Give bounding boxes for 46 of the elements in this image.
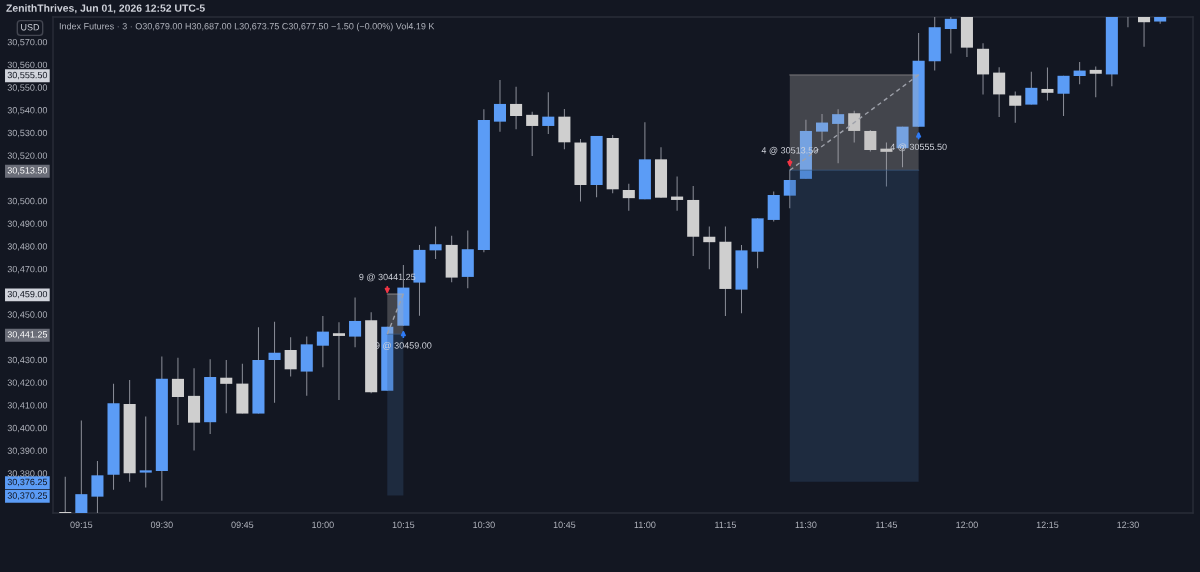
x-tick-label: 12:15 — [1036, 521, 1059, 528]
x-tick-label: 11:45 — [876, 521, 898, 528]
candlestick — [59, 476, 72, 513]
y-tick-label: 30,450.00 — [7, 311, 48, 319]
y-tick-label: 30,520.00 — [7, 152, 48, 160]
y-tick-label: 30,480.00 — [7, 243, 48, 251]
x-tick-label: 09:30 — [150, 521, 173, 528]
candlestick — [139, 416, 152, 488]
y-tick-label: 30,513.50 — [7, 167, 48, 175]
y-tick-label: 30,370.25 — [7, 492, 48, 500]
candlestick — [332, 322, 345, 400]
y-tick-label: 30,560.00 — [7, 61, 48, 70]
y-tick-label: 30,410.00 — [7, 402, 48, 410]
y-tick-label: 30,550.00 — [7, 84, 48, 92]
y-tick-label: 30,530.00 — [7, 129, 48, 138]
x-tick-label: 12:00 — [956, 521, 978, 528]
candlestick — [268, 321, 281, 403]
y-tick-label: 30,390.00 — [7, 447, 48, 455]
candlestick — [880, 142, 893, 187]
annotation: 9 @ 30459.00 — [375, 342, 432, 350]
y-tick-label: 30,380.00 — [7, 470, 48, 478]
chart-title: ZenithThrives, Jun 01, 2026 12:52 UTC-5 — [6, 4, 205, 14]
x-tick-label: 10:30 — [473, 521, 495, 528]
y-tick-label: 30,470.00 — [7, 265, 48, 274]
x-tick-label: 12:30 — [1117, 521, 1139, 528]
y-tick-label: 30,376.25 — [7, 478, 48, 487]
y-tick-label: 30,500.00 — [7, 197, 48, 206]
y-tick-label: 30,430.00 — [7, 356, 48, 365]
x-tick-label: 10:00 — [312, 521, 334, 528]
x-tick-label: 10:45 — [553, 521, 576, 528]
y-tick-label: 30,459.00 — [7, 290, 48, 299]
x-tick-label: 09:15 — [70, 521, 93, 528]
x-tick-label: 10:15 — [392, 521, 415, 528]
y-tick-label: 30,441.25 — [7, 331, 48, 339]
y-tick-label: 30,570.00 — [7, 38, 48, 47]
y-tick-label: 30,400.00 — [7, 424, 48, 433]
y-tick-label: 30,490.00 — [7, 220, 48, 228]
y-tick-label: 30,555.50 — [7, 71, 48, 80]
y-tick-label: 30,420.00 — [7, 379, 48, 387]
x-tick-label: 11:00 — [634, 521, 656, 528]
y-axis-title: USD — [21, 24, 40, 31]
y-tick-label: 30,540.00 — [7, 107, 48, 115]
x-tick-label: 11:30 — [795, 521, 817, 528]
x-tick-label: 11:15 — [715, 521, 736, 528]
x-tick-label: 09:45 — [231, 521, 254, 528]
text: Index Futures · 3 · O30,679.00 H30,687.00 L30,673.75 C30,677.50 −1.50 (−0.00%) Vol4.19 K — [59, 22, 435, 32]
